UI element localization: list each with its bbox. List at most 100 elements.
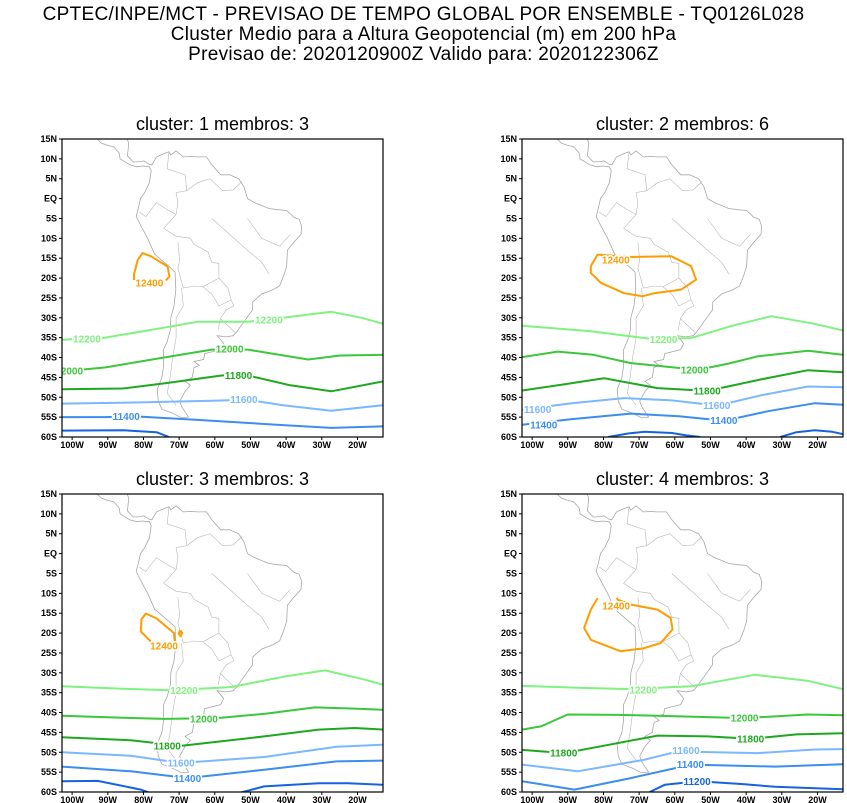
contour-line-12000	[62, 348, 383, 373]
lon-tick-label: 90W	[559, 440, 578, 450]
lat-tick-label: 20S	[501, 273, 517, 283]
country-border	[623, 228, 696, 333]
lon-tick-label: 60W	[206, 795, 225, 803]
lon-tick-label: 60W	[206, 440, 225, 450]
contour-label-11400: 11400	[530, 421, 558, 432]
lon-tick-label: 70W	[170, 440, 189, 450]
country-border	[139, 557, 177, 572]
lat-tick-label: 20S	[41, 628, 57, 638]
country-border	[217, 673, 221, 685]
lat-tick-label: 55S	[501, 412, 517, 422]
lat-tick-label: 25S	[501, 648, 517, 658]
lat-tick-label: 5S	[506, 213, 517, 223]
contour-label-11800: 11800	[737, 734, 765, 745]
lon-tick-label: 50W	[241, 795, 260, 803]
contour-label-12400: 12400	[602, 256, 630, 267]
contour-label-11600: 11600	[703, 401, 731, 412]
lon-tick-label: 80W	[594, 440, 613, 450]
lat-tick-label: 25S	[501, 293, 517, 303]
contour-line-12000	[522, 713, 843, 731]
panel-title: cluster: 1 membros: 3	[136, 114, 309, 134]
contour-label-11800: 11800	[154, 741, 182, 752]
lat-tick-label: 40S	[41, 353, 57, 363]
plot-frame	[521, 138, 844, 438]
contour-line-11200	[607, 430, 701, 437]
map-area: 12400 12200 12000 11800 11800 11600 11400 11200	[522, 494, 843, 792]
lat-tick-label: 15S	[501, 253, 517, 263]
contour-line-11400	[62, 759, 383, 780]
lon-tick-label: 40W	[277, 795, 296, 803]
contour-line-12000	[522, 349, 843, 371]
lon-tick-label: 30W	[773, 440, 792, 450]
lat-tick-label: 15N	[40, 489, 57, 499]
contour-label-11400: 11400	[174, 774, 202, 785]
country-border	[247, 573, 291, 602]
contour-line-12200	[522, 673, 843, 691]
main-title: CPTEC/INPE/MCT - PREVISAO DE TEMPO GLOBA…	[42, 4, 805, 25]
lat-tick-label: 10N	[40, 509, 57, 519]
contour-label-11600: 11600	[524, 405, 552, 416]
lon-tick-label: 90W	[99, 440, 118, 450]
lat-tick-label: 35S	[41, 333, 57, 343]
lat-tick-label: EQ	[504, 194, 517, 204]
contour-label-12000: 12000	[216, 344, 244, 355]
contour-label-12400: 12400	[150, 642, 178, 653]
lat-tick-label: 30S	[501, 668, 517, 678]
lat-tick-label: 5S	[46, 568, 57, 578]
lon-tick-label: 100W	[60, 440, 84, 450]
lon-tick-label: 50W	[701, 795, 720, 803]
lat-tick-label: 5N	[505, 529, 517, 539]
country-border	[623, 178, 703, 229]
country-border	[626, 151, 648, 191]
lat-tick-label: EQ	[44, 549, 57, 559]
lon-tick-label: 100W	[520, 795, 544, 803]
lat-tick-label: 50S	[501, 747, 517, 757]
country-border	[163, 228, 236, 333]
contour-line-12400	[139, 612, 176, 643]
contour-line-11600	[62, 398, 383, 412]
lat-tick-label: 25S	[41, 293, 57, 303]
contour-label-11800: 11800	[550, 749, 578, 760]
lat-tick-label: 5N	[45, 529, 57, 539]
contour-label-12000: 12000	[190, 714, 218, 725]
country-border	[177, 242, 220, 289]
lat-tick-label: 15S	[501, 608, 517, 618]
contour-label-11600: 11600	[672, 746, 700, 757]
lat-tick-label: 10N	[500, 154, 517, 164]
country-border	[626, 506, 648, 546]
contour-line-11200	[238, 782, 383, 792]
lon-tick-label: 80W	[594, 795, 613, 803]
lon-tick-label: 70W	[630, 795, 649, 803]
country-border	[163, 533, 243, 584]
contour-label-12200: 12200	[73, 334, 101, 345]
contour-line-12400	[133, 252, 171, 282]
lat-tick-label: 10S	[41, 588, 57, 598]
contour-line-12400	[177, 629, 184, 638]
panel-title: cluster: 4 membros: 3	[596, 469, 769, 489]
lat-tick-label: 35S	[41, 688, 57, 698]
contour-label-11400: 11400	[113, 412, 141, 423]
map-area: 12400 12200 12200 12000 12000 11800 11600 11400	[62, 139, 383, 437]
country-border	[671, 573, 730, 630]
lat-tick-label: 10S	[501, 588, 517, 598]
country-border	[599, 557, 637, 572]
lat-tick-label: 45S	[41, 372, 57, 382]
country-border	[671, 218, 730, 275]
contour-line-12200	[522, 315, 843, 340]
country-border	[623, 583, 696, 688]
country-border	[623, 533, 703, 584]
lat-tick-label: 45S	[501, 372, 517, 382]
lat-tick-label: 45S	[41, 727, 57, 737]
lat-tick-label: 50S	[41, 747, 57, 757]
lon-tick-label: 30W	[313, 795, 332, 803]
contour-line-11400	[522, 402, 843, 426]
contour-line-12400	[589, 253, 698, 298]
country-border	[202, 641, 232, 662]
country-border	[177, 597, 220, 644]
lat-tick-label: 45S	[501, 727, 517, 737]
coastline	[96, 139, 303, 419]
lon-tick-label: 70W	[630, 440, 649, 450]
contour-line-11200	[649, 780, 843, 792]
contour-label-12000: 12000	[731, 714, 759, 725]
